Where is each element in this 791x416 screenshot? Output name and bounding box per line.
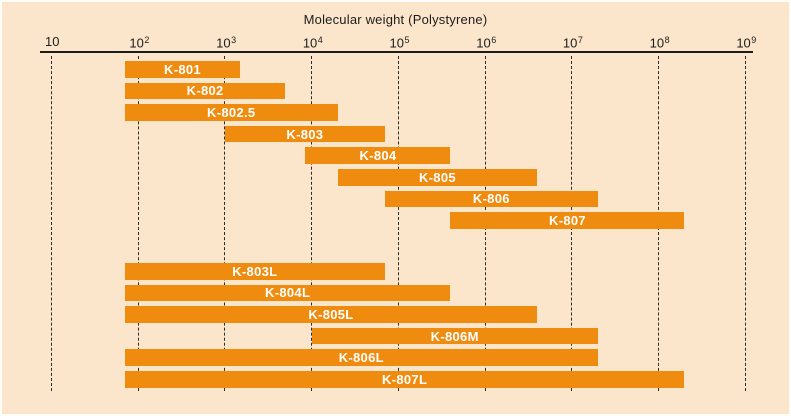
tick-exponent: 4 <box>317 35 323 45</box>
bar-label: K-802 <box>186 83 224 99</box>
range-bar-k-803: K-803 <box>224 125 385 143</box>
tick-exponent: 3 <box>231 35 237 45</box>
bar-label: K-806L <box>338 350 384 366</box>
range-bar-k-804l: K-804L <box>124 284 451 302</box>
gridline <box>224 56 226 391</box>
bar-label: K-806 <box>472 191 510 207</box>
range-bar-k-805: K-805 <box>337 169 538 186</box>
x-axis-line <box>40 51 753 53</box>
chart-title: Molecular weight (Polystyrene) <box>303 12 488 27</box>
range-bar-k-803l: K-803L <box>124 263 385 280</box>
x-axis-tick-label: 103 <box>216 35 237 51</box>
x-axis-tick-label: 105 <box>389 35 410 51</box>
range-bar-k-806m: K-806M <box>311 327 598 345</box>
gridline <box>744 56 746 391</box>
range-bar-k-802.5: K-802.5 <box>124 104 338 121</box>
gridline <box>137 56 139 391</box>
x-axis-tick-label: 108 <box>649 35 670 51</box>
range-bar-k-804: K-804 <box>305 147 451 164</box>
x-axis-tick-label: 10 <box>44 34 60 49</box>
range-bar-k-807: K-807 <box>450 212 685 229</box>
tick-exponent: 2 <box>144 35 150 45</box>
x-axis-tick-label: 102 <box>129 35 150 51</box>
bar-label: K-804 <box>359 148 397 164</box>
bar-label: K-802.5 <box>207 104 256 120</box>
bar-label: K-805L <box>308 306 354 322</box>
range-bar-k-802: K-802 <box>124 82 286 100</box>
range-bar-k-806: K-806 <box>384 190 598 208</box>
bar-label: K-801 <box>164 61 201 77</box>
gridline <box>51 56 52 391</box>
range-bar-k-807l: K-807L <box>124 371 685 388</box>
bar-label: K-803L <box>232 263 278 279</box>
tick-exponent: 5 <box>404 35 410 45</box>
tick-exponent: 8 <box>664 35 670 45</box>
x-axis-tick-label: 107 <box>562 35 583 51</box>
bar-label: K-805 <box>418 169 456 185</box>
gridline <box>311 56 313 391</box>
bar-label: K-806M <box>430 328 479 344</box>
x-axis-tick-label: 106 <box>476 35 497 51</box>
bar-label: K-804L <box>265 285 311 301</box>
x-axis-tick-label: 109 <box>736 35 757 51</box>
bar-label: K-807 <box>549 212 586 228</box>
range-bar-k-806l: K-806L <box>124 349 598 366</box>
tick-exponent: 7 <box>577 35 583 45</box>
range-bar-k-805l: K-805L <box>124 306 538 323</box>
bar-label: K-807L <box>382 371 428 387</box>
gridline <box>397 56 399 391</box>
tick-exponent: 6 <box>491 35 497 45</box>
x-axis-tick-label: 104 <box>302 35 323 51</box>
tick-exponent: 9 <box>751 35 757 45</box>
range-bar-k-801: K-801 <box>124 61 241 78</box>
bar-label: K-803 <box>286 126 324 142</box>
